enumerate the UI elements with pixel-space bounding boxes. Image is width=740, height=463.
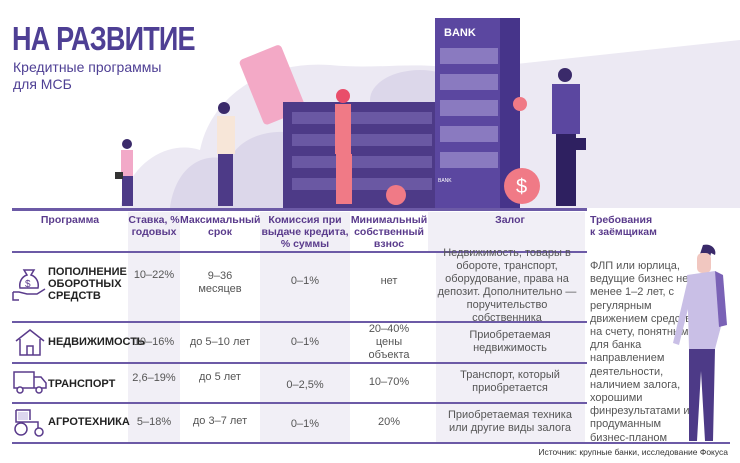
down-payment-cell: 20% xyxy=(377,415,401,428)
collateral-cell: Приобретаемая недвижимость xyxy=(469,329,551,354)
row-divider xyxy=(12,402,587,404)
program-name: ТРАНСПОРТ xyxy=(48,378,116,390)
row-divider xyxy=(12,321,587,323)
column-shade-collateral xyxy=(428,212,585,252)
rate-cell: 10–22% xyxy=(133,268,175,281)
rate-cell: 5–18% xyxy=(136,415,172,428)
column-shade-collateral xyxy=(436,252,585,443)
term-cell: до 5 лет xyxy=(199,370,241,383)
row-divider xyxy=(12,251,587,253)
fee-cell: 0–1% xyxy=(290,417,320,430)
collateral-cell: Недвижимость, товары в обороте, транспор… xyxy=(437,247,577,324)
header-fee: Комиссия при выдаче кредита, % суммы xyxy=(261,214,349,250)
term-cell: до 5–10 лет xyxy=(189,335,251,348)
dollar-coin-icon xyxy=(386,185,406,205)
background-hill xyxy=(170,131,320,208)
header-illustration: BANK BANK $ xyxy=(115,18,740,208)
bank-sign: BANK xyxy=(444,27,476,39)
bank-sign-small: BANK xyxy=(438,178,452,184)
fee-cell: 0–1% xyxy=(290,274,320,287)
column-shade-rate xyxy=(128,212,180,443)
page-title: НА РАЗВИТИЕ xyxy=(12,20,196,57)
term-cell: до 3–7 лет xyxy=(192,414,248,427)
header-requirements: Требования к заёмщикам xyxy=(590,214,657,238)
requirements-text: ФЛП или юрлица, ведущие бизнес не менее … xyxy=(590,260,692,444)
program-name: АГРОТЕХНИКА xyxy=(48,416,130,428)
down-payment-cell: 20–40% цены объекта xyxy=(368,322,410,361)
svg-text:$: $ xyxy=(25,279,31,290)
fee-cell: 0–1% xyxy=(290,335,320,348)
down-payment-cell: нет xyxy=(380,274,398,287)
rate-cell: 2,6–19% xyxy=(132,371,176,384)
header-down-payment: Минимальный собственный взнос xyxy=(350,214,428,250)
person-woman xyxy=(335,89,352,204)
header-term: Максимальный срок xyxy=(180,214,261,238)
table-top-line xyxy=(12,208,587,211)
dollar-coin-icon xyxy=(513,97,527,111)
money-bag-hand-icon: $ xyxy=(12,269,46,301)
program-name: НЕДВИЖИМОСТЬ xyxy=(48,336,145,348)
program-name: ПОПОЛНЕНИЕ ОБОРОТНЫХ СРЕДСТВ xyxy=(48,266,127,302)
rate-cell: 10–16% xyxy=(133,335,175,348)
person-standing xyxy=(217,102,235,206)
svg-text:$: $ xyxy=(516,176,527,198)
down-payment-cell: 10–70% xyxy=(368,375,410,388)
page-subtitle: Кредитные программы для МСБ xyxy=(13,59,162,92)
tractor-icon xyxy=(14,409,44,437)
collateral-cell: Транспорт, который приобретается xyxy=(460,369,560,394)
source-note: Источник: крупные банки, исследование Фо… xyxy=(538,447,728,457)
truck-icon xyxy=(13,371,47,394)
row-divider xyxy=(12,362,587,364)
person-illustration xyxy=(673,244,727,441)
house-icon xyxy=(15,329,45,356)
column-shade-fee xyxy=(260,212,350,443)
header-rate: Ставка, % годовых xyxy=(128,214,180,238)
header-collateral: Залог xyxy=(495,214,525,226)
table-bottom-line xyxy=(12,442,730,444)
person-walking xyxy=(115,139,133,206)
collateral-cell: Приобретаемая техника или другие виды за… xyxy=(448,409,572,434)
dollar-coin-icon xyxy=(504,168,540,204)
person-banker xyxy=(552,68,586,206)
term-cell: 9–36 месяцев xyxy=(198,270,242,295)
header-program: Программа xyxy=(40,214,100,226)
fee-cell: 0–2,5% xyxy=(286,378,324,391)
